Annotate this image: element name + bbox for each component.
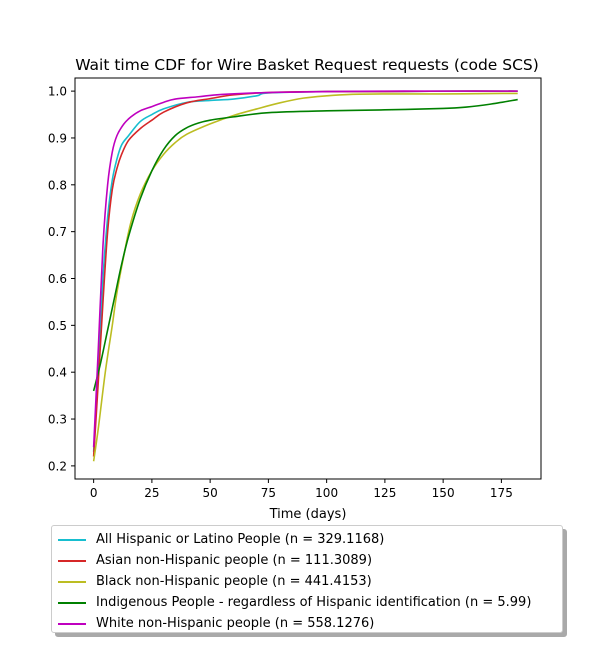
- y-tick-label: 0.4: [48, 366, 67, 380]
- series-line-1: [92, 90, 518, 457]
- y-tick-label: 0.9: [48, 131, 67, 145]
- legend-label: Black non-Hispanic people (n = 441.4153): [96, 574, 372, 589]
- x-tick-label: 0: [90, 486, 98, 500]
- legend-swatch: [58, 559, 86, 562]
- y-tick-label: 0.5: [48, 319, 67, 333]
- legend-item: White non-Hispanic people (n = 558.1276): [52, 613, 562, 634]
- x-axis-label: Time (days): [269, 507, 347, 522]
- series-line-4: [92, 90, 518, 448]
- x-tick-label: 175: [490, 486, 513, 500]
- legend-label: Indigenous People - regardless of Hispan…: [96, 595, 532, 610]
- y-tick-label: 0.7: [48, 225, 67, 239]
- legend-swatch: [58, 580, 86, 583]
- legend-label: All Hispanic or Latino People (n = 329.1…: [96, 532, 385, 547]
- y-tick-label: 0.8: [48, 178, 67, 192]
- x-tick-label: 150: [432, 486, 455, 500]
- y-tick-label: 1.0: [48, 85, 67, 99]
- legend-swatch: [58, 538, 86, 541]
- legend-label: Asian non-Hispanic people (n = 111.3089): [96, 553, 373, 568]
- series-line-0: [92, 90, 518, 452]
- legend-item: Asian non-Hispanic people (n = 111.3089): [52, 550, 562, 571]
- legend-label: White non-Hispanic people (n = 558.1276): [96, 616, 375, 631]
- series-line-3: [92, 98, 518, 392]
- legend-item: All Hispanic or Latino People (n = 329.1…: [52, 529, 562, 550]
- y-tick-label: 0.3: [48, 413, 67, 427]
- x-tick-label: 75: [261, 486, 276, 500]
- x-tick-label: 25: [144, 486, 159, 500]
- x-tick-label: 50: [202, 486, 217, 500]
- legend-swatch: [58, 601, 86, 604]
- x-tick-label: 100: [315, 486, 338, 500]
- y-tick-label: 0.6: [48, 272, 67, 286]
- legend-item: Black non-Hispanic people (n = 441.4153): [52, 571, 562, 592]
- y-axis: 0.2 0.3 0.4 0.5 0.6 0.7 0.8 0.9 1.0: [48, 85, 75, 473]
- plot-frame: [74, 77, 542, 480]
- x-axis: 0 25 50 75 100 125 150 175: [90, 479, 513, 500]
- series-layer: [92, 90, 518, 462]
- series-line-2: [92, 92, 518, 462]
- y-tick-label: 0.2: [48, 459, 67, 473]
- x-tick-label: 125: [373, 486, 396, 500]
- legend-swatch: [58, 622, 86, 625]
- legend: All Hispanic or Latino People (n = 329.1…: [51, 525, 563, 633]
- chart-title: Wait time CDF for Wire Basket Request re…: [75, 56, 539, 74]
- legend-item: Indigenous People - regardless of Hispan…: [52, 592, 562, 613]
